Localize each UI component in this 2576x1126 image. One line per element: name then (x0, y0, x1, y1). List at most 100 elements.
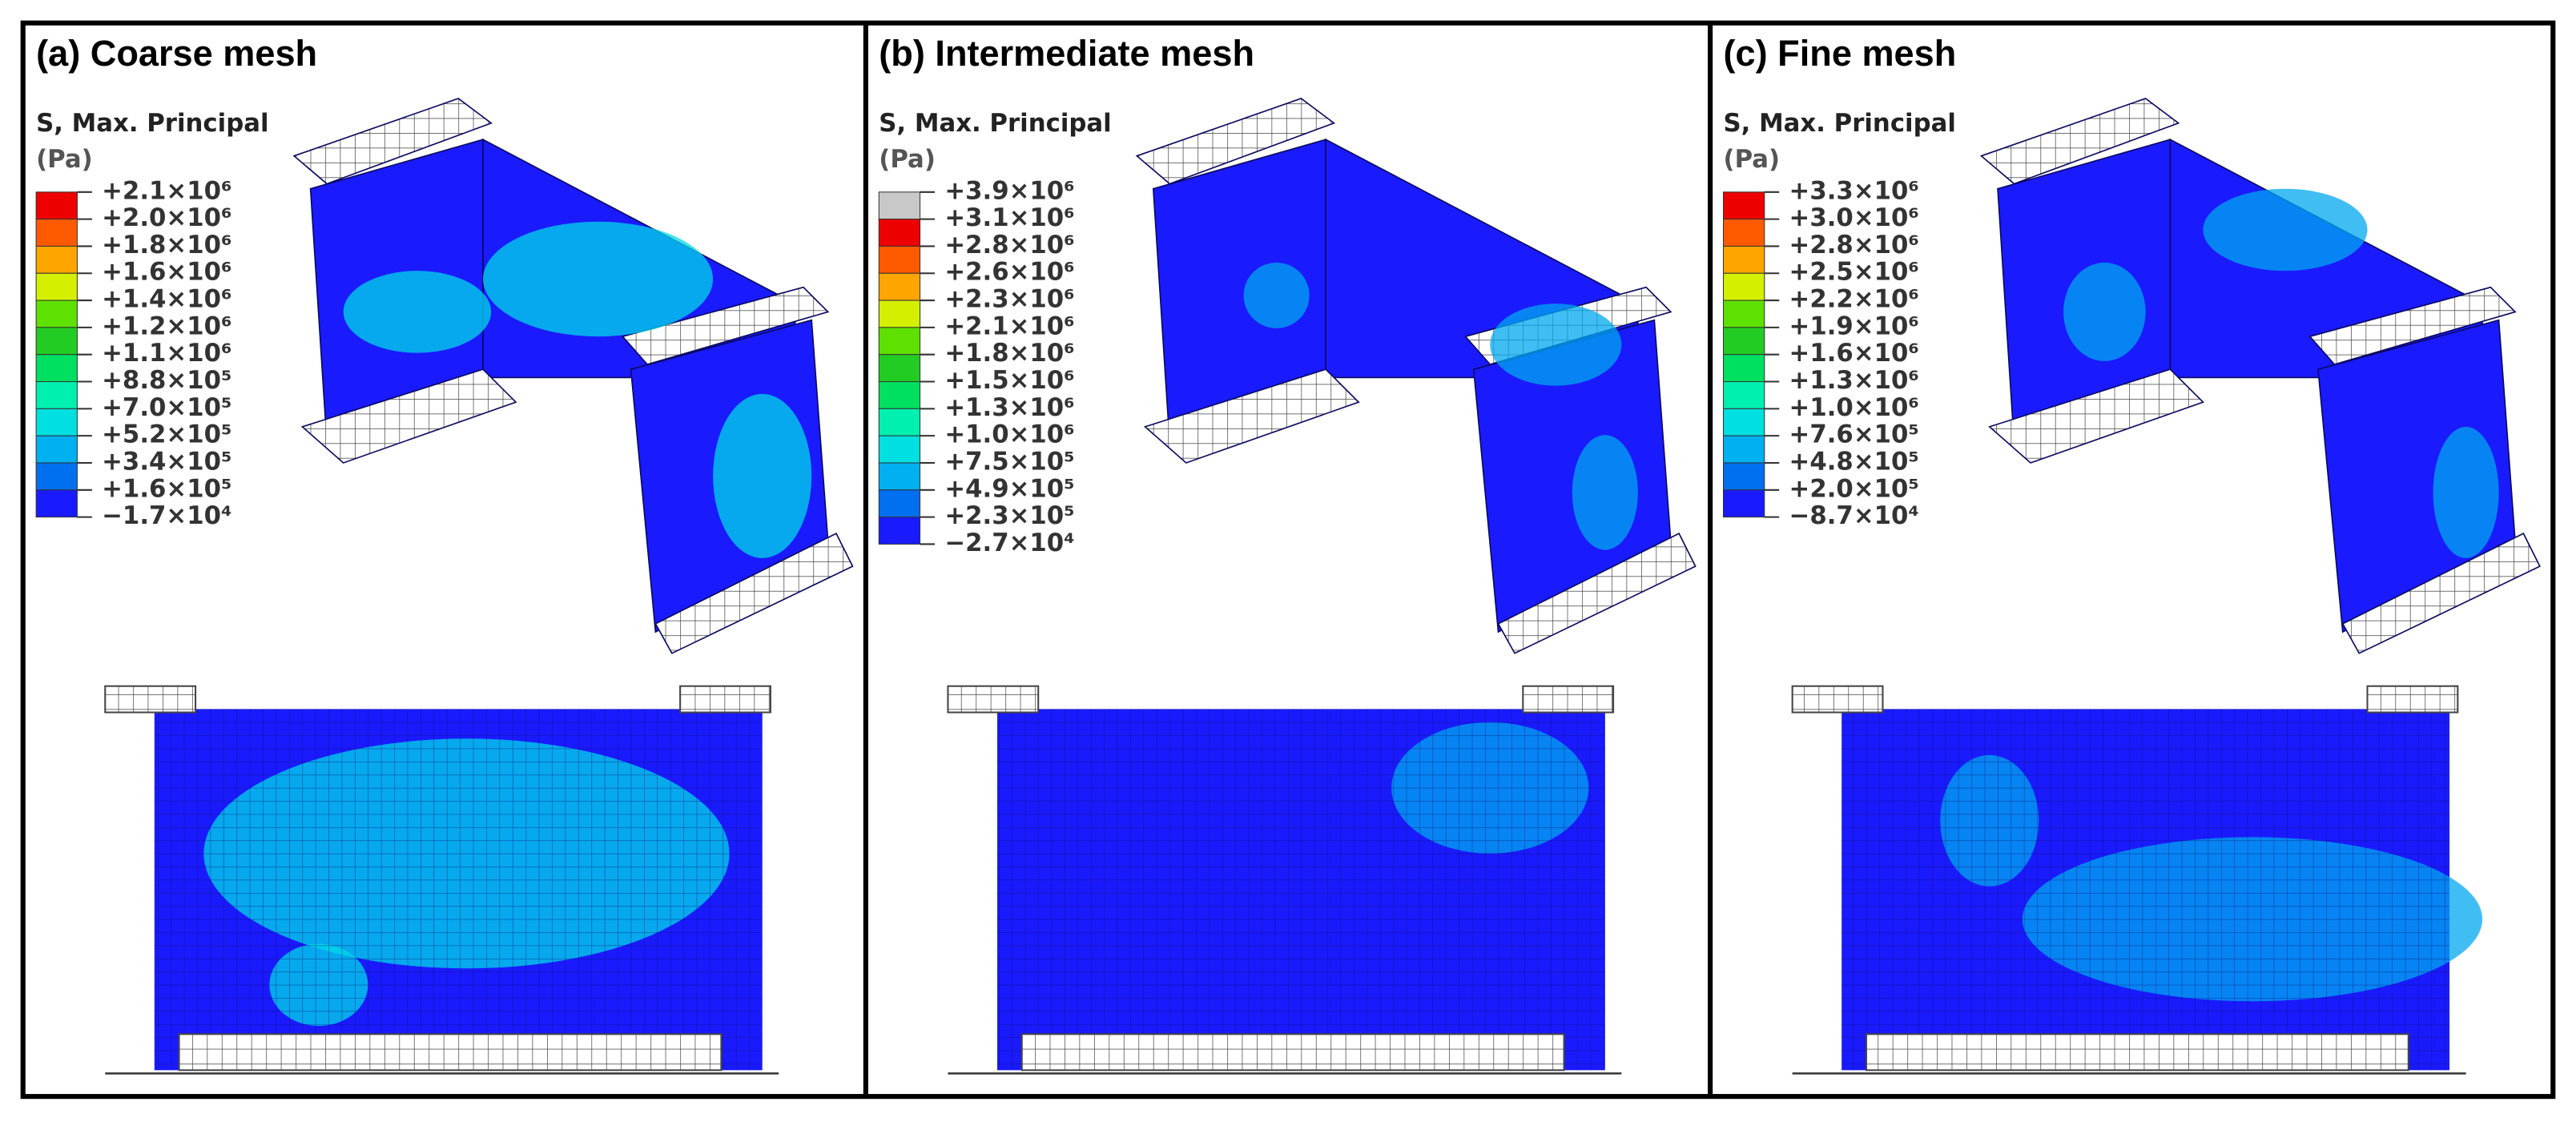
legend-swatch (878, 462, 921, 491)
legend-label: +4.8×10⁵ (1789, 447, 1919, 476)
legend-swatch (1723, 245, 1765, 274)
panel: (c) Fine mesh S, Max. Principal (Pa) +3.3×1… (1723, 33, 2541, 1075)
legend-label: +2.3×10⁵ (944, 501, 1074, 530)
legend-title: S, Max. Principal (36, 109, 268, 138)
top-block (1135, 98, 1336, 185)
front-bottom-slab (1020, 1033, 1565, 1072)
legend-unit: (Pa) (36, 145, 93, 174)
legend-swatch (878, 381, 921, 409)
legend-label: +8.8×10⁵ (102, 366, 231, 395)
legend-swatch (878, 489, 921, 518)
legend-unit: (Pa) (879, 145, 936, 174)
front-mesh (996, 709, 1605, 1071)
base-slab (300, 368, 517, 464)
legend-label: +1.6×10⁶ (1789, 339, 1919, 368)
front-bottom-slab (1865, 1033, 2409, 1072)
stress-patch (2063, 262, 2146, 361)
base-slab (654, 533, 854, 654)
base-slab (1497, 533, 1697, 654)
legend-label: +7.6×10⁵ (1789, 420, 1919, 449)
stress-patch (2433, 426, 2499, 558)
legend-label: +1.0×10⁶ (1789, 393, 1919, 422)
legend-swatch (35, 300, 78, 328)
legend-label: +1.5×10⁶ (944, 366, 1074, 395)
legend-label: +5.2×10⁵ (102, 420, 231, 449)
legend-swatch (1723, 272, 1765, 301)
legend-label: +3.3×10⁶ (1789, 176, 1919, 205)
legend-swatch (35, 354, 78, 383)
legend-swatch (1723, 354, 1765, 383)
front-top-block (104, 685, 197, 714)
legend-label: +2.0×10⁶ (102, 203, 231, 232)
legend-label: +2.3×10⁶ (944, 285, 1074, 314)
legend-swatch (35, 489, 78, 518)
legend-label: +1.0×10⁶ (944, 420, 1074, 449)
stress-patch (1243, 262, 1310, 328)
panel-title: (c) Fine mesh (1724, 33, 1957, 74)
legend-label: +3.9×10⁶ (944, 176, 1074, 205)
legend-swatch (35, 462, 78, 491)
legend-swatch (878, 219, 921, 247)
legend-swatch (878, 272, 921, 301)
stress-patch (2203, 188, 2368, 271)
legend-label: −8.7×10⁴ (1789, 501, 1919, 530)
legend-swatch (1723, 435, 1765, 464)
legend-label: +1.3×10⁶ (1789, 366, 1919, 395)
panel: (a) Coarse mesh S, Max. Principal (Pa) +2.1… (35, 33, 854, 1075)
legend-swatch (35, 272, 78, 301)
legend-label: +7.0×10⁵ (102, 393, 231, 422)
front-top-block (947, 685, 1040, 714)
front-top-block (2366, 685, 2459, 714)
stress-patch (713, 393, 812, 558)
legend-label: −1.7×10⁴ (102, 501, 231, 530)
outer-frame (20, 20, 2556, 1100)
legend-swatch (878, 408, 921, 436)
legend-swatch (1723, 191, 1765, 220)
stress-patch (483, 221, 714, 337)
front-top-block (1522, 685, 1615, 714)
stress-patch (1572, 435, 1638, 550)
legend-swatch (35, 381, 78, 409)
legend-label: +2.0×10⁵ (1789, 474, 1919, 503)
legend-swatch (1723, 462, 1765, 491)
top-block (2308, 286, 2517, 365)
base-slab (1988, 368, 2204, 464)
legend-swatch (1723, 327, 1765, 356)
legend-swatch (35, 219, 78, 247)
legend-unit: (Pa) (1724, 145, 1781, 174)
legend-label: +2.5×10⁶ (1789, 258, 1919, 287)
top-block (621, 286, 830, 365)
stress-patch (343, 271, 492, 353)
legend-label: +7.5×10⁵ (944, 447, 1074, 476)
legend-swatch (35, 191, 78, 220)
legend-swatch (35, 245, 78, 274)
legend-label: +1.9×10⁶ (1789, 312, 1919, 340)
legend-label: +2.8×10⁶ (1789, 231, 1919, 259)
front-top-block (679, 685, 771, 714)
front-mesh (1841, 709, 2450, 1071)
legend-label: +1.1×10⁶ (102, 339, 231, 368)
legend-title: S, Max. Principal (1724, 109, 1956, 138)
legend-label: +2.1×10⁶ (944, 312, 1074, 340)
top-block (292, 98, 493, 185)
front-bottom-slab (178, 1033, 722, 1072)
legend-label: +1.6×10⁵ (102, 474, 231, 503)
legend-title: S, Max. Principal (879, 109, 1111, 138)
legend-swatch (878, 354, 921, 383)
legend-label: +4.9×10⁵ (944, 474, 1074, 503)
legend-label: +1.2×10⁶ (102, 312, 231, 340)
stress-patch (1490, 304, 1622, 386)
legend-swatch (1723, 408, 1765, 436)
legend-swatch (1723, 300, 1765, 328)
legend-label: +2.2×10⁶ (1789, 285, 1919, 314)
legend-label: −2.7×10⁴ (944, 529, 1074, 557)
legend-swatch (878, 517, 921, 545)
legend-label: +2.8×10⁶ (944, 231, 1074, 259)
panel: (b) Intermediate mesh S, Max. Principal (P… (878, 33, 1697, 1075)
legend-swatch (878, 435, 921, 464)
legend-swatch (878, 245, 921, 274)
legend-swatch (35, 435, 78, 464)
legend-label: +1.8×10⁶ (102, 231, 231, 259)
legend-label: +3.4×10⁵ (102, 447, 231, 476)
